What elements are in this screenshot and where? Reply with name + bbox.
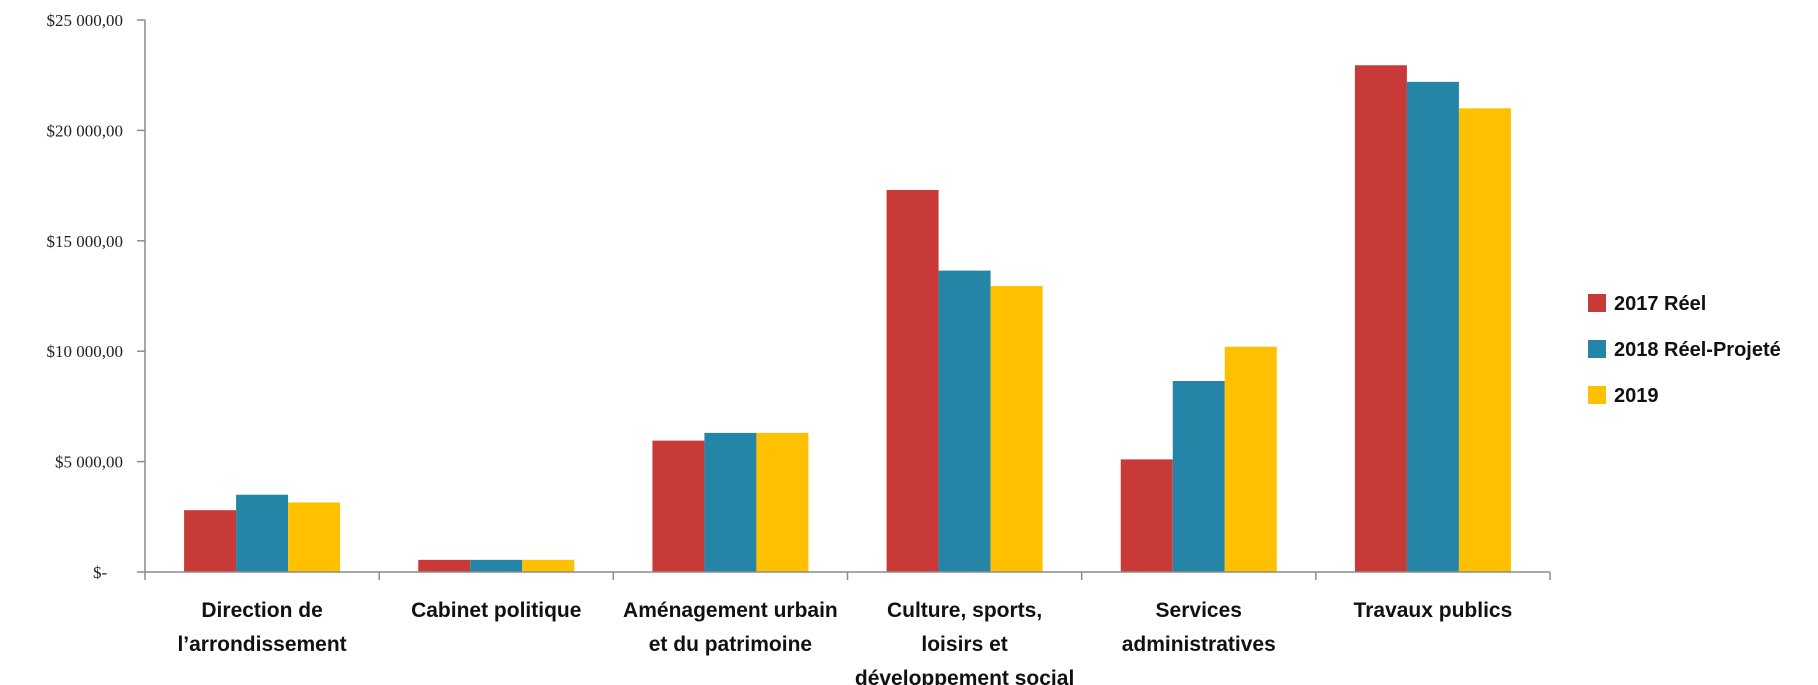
bar [652, 440, 705, 572]
x-tick-label-line: administratives [1122, 633, 1276, 656]
bar [1458, 108, 1511, 572]
x-tick-label: Direction de l’arrondissement [177, 599, 346, 656]
legend-swatch [1588, 340, 1606, 358]
x-tick-label-line: loisirs et [921, 633, 1007, 656]
legend-swatch [1588, 386, 1606, 404]
x-tick-label-line: développement social [855, 667, 1074, 685]
x-tick-label: Aménagement urbain et du patrimoine [623, 599, 838, 656]
bar [236, 494, 289, 572]
legend-label: 2018 Réel-Projeté [1614, 339, 1781, 361]
y-tick-label: $5 000,00 [55, 453, 123, 472]
bars [184, 65, 1511, 573]
bar [288, 502, 341, 572]
x-tick-label-line: Travaux publics [1354, 599, 1513, 622]
x-tick-label-line: Aménagement urbain [623, 599, 838, 622]
x-tick-label: Services administratives [1122, 599, 1276, 656]
x-tick-label-line: et du patrimoine [649, 633, 812, 656]
x-tick-label-line: Cabinet politique [411, 599, 581, 622]
bar [1172, 381, 1225, 572]
bar [886, 190, 939, 573]
y-axis: $- $5 000,00 $10 000,00 $15 000,00 $20 000,0… [47, 11, 146, 582]
y-tick-label: $- [93, 563, 108, 582]
x-tick-label-line: Culture, sports, [887, 599, 1042, 622]
bar [418, 559, 471, 572]
x-tick-label: Cabinet politique [411, 599, 581, 622]
bar [1354, 65, 1407, 572]
bar [1120, 459, 1173, 572]
legend-label: 2019 [1614, 385, 1659, 407]
bar [756, 432, 809, 572]
legend-label: 2017 Réel [1614, 293, 1706, 315]
x-tick-label: Culture, sports, loisirs et développement … [855, 599, 1074, 685]
bar [938, 270, 991, 572]
legend-swatch [1588, 294, 1606, 312]
y-tick-label: $10 000,00 [47, 342, 124, 361]
y-tick-label: $25 000,00 [47, 11, 124, 30]
x-tick-label-line: l’arrondissement [177, 633, 346, 656]
bar [1406, 81, 1459, 572]
x-tick-label: Travaux publics [1354, 599, 1513, 622]
x-tick-label-line: Services [1156, 599, 1242, 622]
legend: 2017 Réel 2018 Réel-Projeté 2019 [1588, 293, 1781, 407]
y-tick-label: $15 000,00 [47, 232, 124, 251]
bar [990, 286, 1043, 572]
bar [704, 432, 757, 572]
bar [470, 559, 523, 572]
x-axis: Direction de l’arrondissement Cabinet poli… [144, 571, 1551, 685]
bar [184, 510, 237, 572]
bar [522, 559, 575, 572]
bar [1224, 346, 1277, 572]
y-tick-label: $20 000,00 [47, 121, 124, 140]
x-tick-label-line: Direction de [201, 599, 322, 622]
